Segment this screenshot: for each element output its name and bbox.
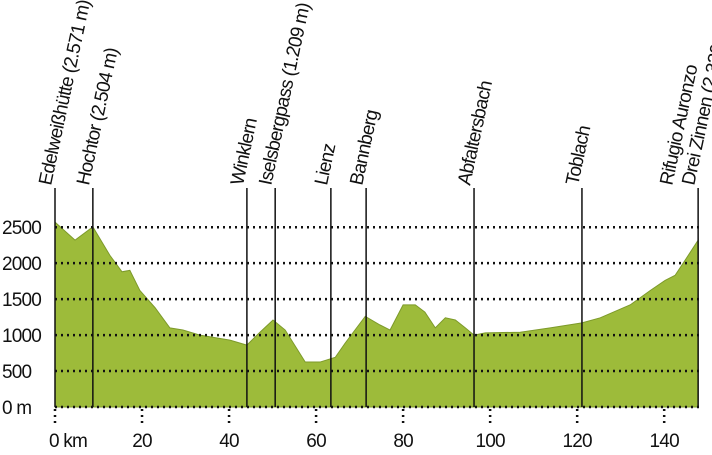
x-tick-label: 100 [475,431,505,452]
x-tick-label: 140 [650,431,680,452]
x-tick-label: 0 km [49,431,87,452]
location-label: Lienz [311,142,340,187]
y-tick-label: 2000 [2,254,41,275]
x-tick-label: 40 [219,431,239,452]
y-tick-label: 500 [2,362,32,383]
location-label: Abfaltersbach [454,79,497,187]
x-tick-label: 120 [563,431,593,452]
y-tick-label: 1500 [2,290,41,311]
y-tick-label: 1000 [2,326,41,347]
y-tick-label: 2500 [2,218,41,239]
y-tick-label: 0 m [2,398,31,419]
elevation-area [54,220,699,408]
x-tick-label: 60 [306,431,326,452]
location-label: Bannberg [346,108,382,187]
x-tick-label: 20 [132,431,152,452]
location-label: Toblach [562,124,595,187]
x-tick-label: 80 [393,431,413,452]
location-label: Iselsbergpass (1.209 m) [256,1,315,187]
